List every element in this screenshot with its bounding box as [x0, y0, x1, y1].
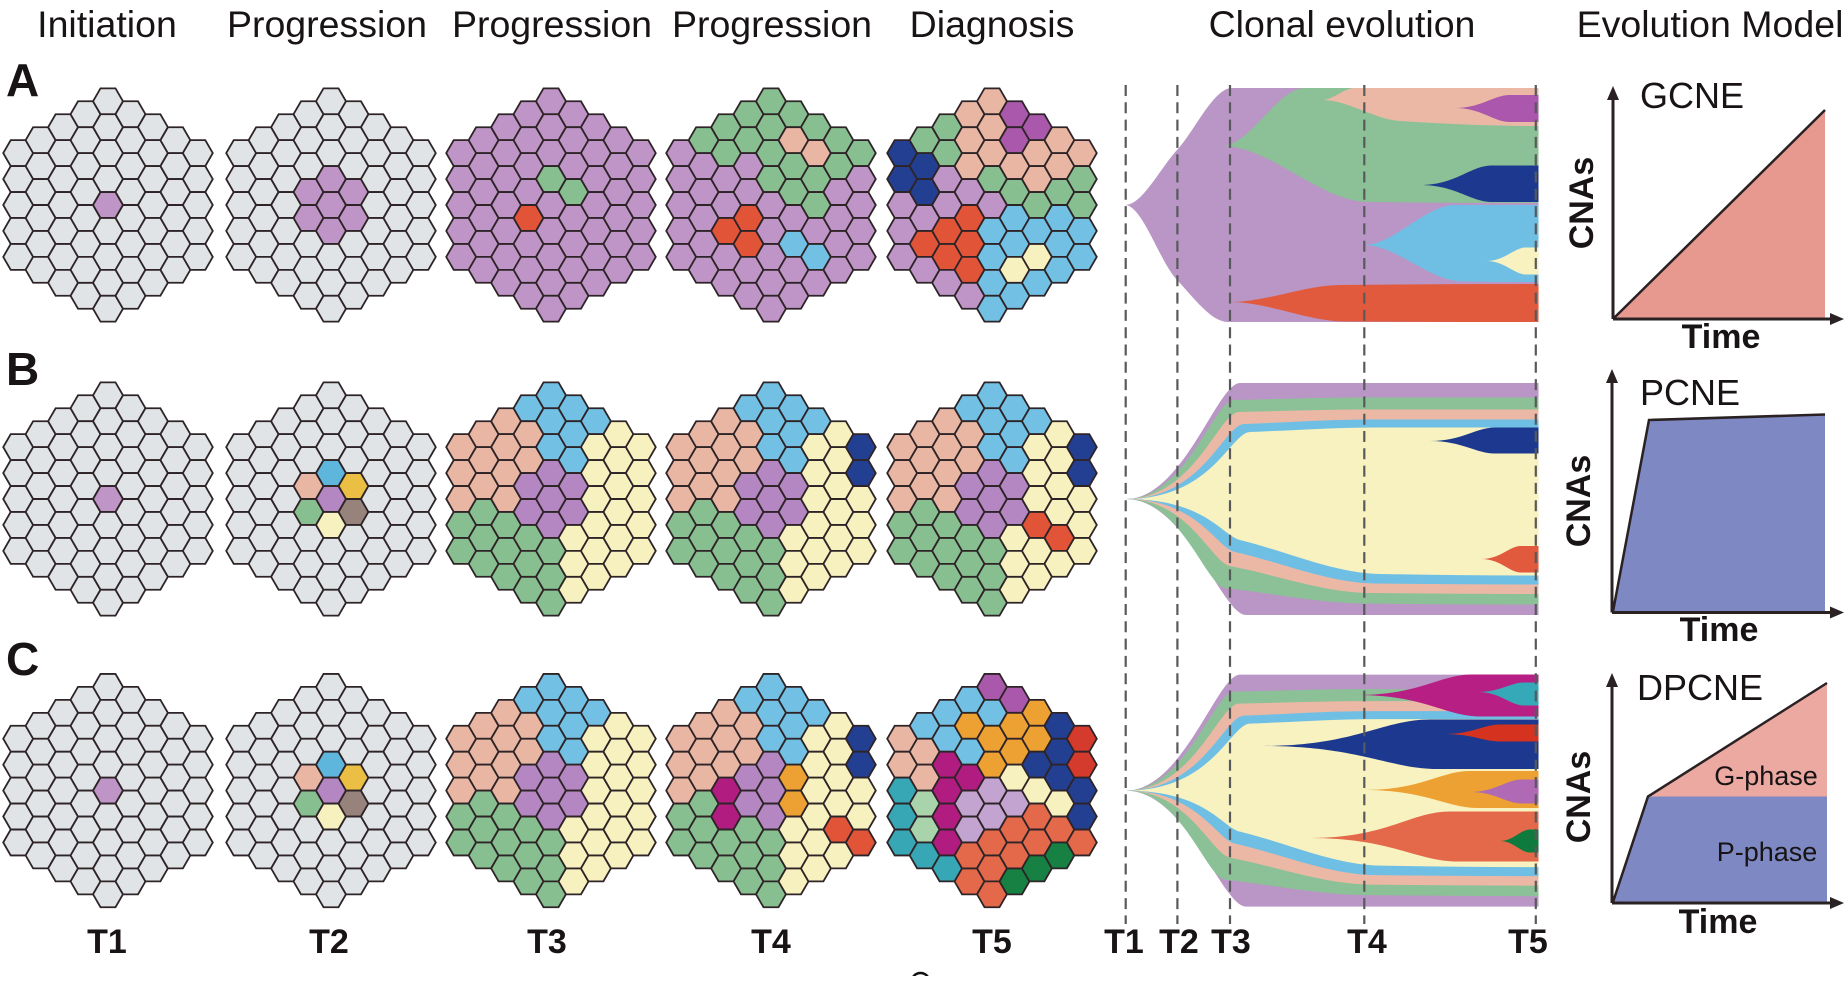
svg-text:Time: Time [1680, 611, 1759, 649]
svg-text:T3: T3 [1211, 923, 1251, 961]
svg-text:T3: T3 [527, 923, 567, 961]
svg-text:B: B [6, 343, 39, 395]
svg-text:Time: Time [1679, 903, 1758, 941]
svg-text:PCNE: PCNE [1640, 372, 1740, 413]
svg-text:T2: T2 [1159, 923, 1199, 961]
svg-text:CNAs: CNAs [1563, 157, 1601, 250]
svg-text:Clonal evolution: Clonal evolution [1209, 3, 1476, 45]
svg-text:GCNE: GCNE [1640, 75, 1744, 116]
svg-text:CNAs: CNAs [1560, 751, 1598, 844]
svg-text:A: A [6, 54, 39, 106]
svg-text:Progression: Progression [227, 3, 427, 45]
svg-text:CNAs: CNAs [1560, 455, 1598, 548]
svg-text:T1: T1 [87, 923, 127, 961]
svg-text:T5: T5 [972, 923, 1012, 961]
svg-text:T1: T1 [1104, 923, 1144, 961]
svg-text:Time: Time [1682, 318, 1761, 356]
svg-text:T2: T2 [309, 923, 349, 961]
svg-text:T4: T4 [1347, 923, 1387, 961]
svg-text:C: C [6, 633, 39, 685]
svg-text:G-phase: G-phase [1714, 761, 1818, 791]
svg-text:Progression: Progression [672, 3, 872, 45]
svg-text:Evolution Model: Evolution Model [1577, 3, 1844, 45]
svg-text:DPCNE: DPCNE [1637, 667, 1763, 708]
svg-text:Progression: Progression [452, 3, 652, 45]
svg-text:T4: T4 [751, 923, 791, 961]
svg-text:Initiation: Initiation [37, 3, 177, 45]
svg-text:P-phase: P-phase [1717, 837, 1818, 867]
svg-text:T5: T5 [1508, 923, 1548, 961]
svg-text:Diagnosis: Diagnosis [910, 3, 1075, 45]
